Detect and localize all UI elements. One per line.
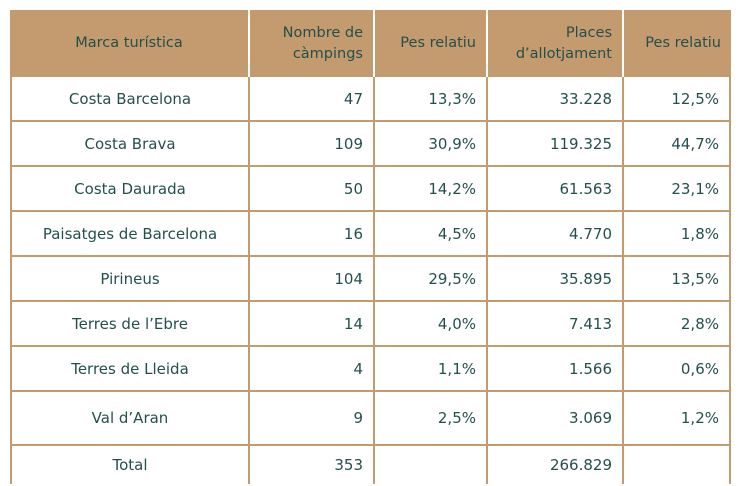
cell-brand: Costa Daurada bbox=[10, 167, 250, 212]
cell-campings-pct: 2,5% bbox=[375, 392, 488, 446]
cell-brand: Costa Brava bbox=[10, 122, 250, 167]
table-row: Costa Brava 109 30,9% 119.325 44,7% bbox=[10, 122, 731, 167]
cell-campings-pct: 30,9% bbox=[375, 122, 488, 167]
table-row: Terres de Lleida 4 1,1% 1.566 0,6% bbox=[10, 347, 731, 392]
table-row: Val d’Aran 9 2,5% 3.069 1,2% bbox=[10, 392, 731, 446]
cell-total-campings: 353 bbox=[250, 446, 375, 484]
cell-campings-pct: 14,2% bbox=[375, 167, 488, 212]
cell-places-pct: 12,5% bbox=[624, 77, 731, 122]
cell-campings-pct: 13,3% bbox=[375, 77, 488, 122]
cell-campings-pct: 1,1% bbox=[375, 347, 488, 392]
cell-brand: Val d’Aran bbox=[10, 392, 250, 446]
table-row: Costa Daurada 50 14,2% 61.563 23,1% bbox=[10, 167, 731, 212]
cell-campings: 14 bbox=[250, 302, 375, 347]
cell-campings-pct: 4,0% bbox=[375, 302, 488, 347]
table-total-row: Total 353 266.829 bbox=[10, 446, 731, 484]
cell-brand: Paisatges de Barcelona bbox=[10, 212, 250, 257]
cell-brand: Pirineus bbox=[10, 257, 250, 302]
cell-brand: Terres de l’Ebre bbox=[10, 302, 250, 347]
cell-total-places-pct bbox=[624, 446, 731, 484]
cell-campings: 109 bbox=[250, 122, 375, 167]
header-places: Places d’allotjament bbox=[488, 10, 624, 77]
cell-places-pct: 0,6% bbox=[624, 347, 731, 392]
cell-places: 61.563 bbox=[488, 167, 624, 212]
cell-campings: 4 bbox=[250, 347, 375, 392]
cell-campings: 16 bbox=[250, 212, 375, 257]
table-row: Pirineus 104 29,5% 35.895 13,5% bbox=[10, 257, 731, 302]
cell-places: 35.895 bbox=[488, 257, 624, 302]
header-campings-pct: Pes relatiu bbox=[375, 10, 488, 77]
cell-campings-pct: 29,5% bbox=[375, 257, 488, 302]
cell-places-pct: 1,8% bbox=[624, 212, 731, 257]
cell-total-campings-pct bbox=[375, 446, 488, 484]
cell-brand: Costa Barcelona bbox=[10, 77, 250, 122]
cell-places: 119.325 bbox=[488, 122, 624, 167]
cell-places: 33.228 bbox=[488, 77, 624, 122]
table-row: Costa Barcelona 47 13,3% 33.228 12,5% bbox=[10, 77, 731, 122]
cell-campings-pct: 4,5% bbox=[375, 212, 488, 257]
cell-places: 3.069 bbox=[488, 392, 624, 446]
cell-places-pct: 23,1% bbox=[624, 167, 731, 212]
cell-campings: 9 bbox=[250, 392, 375, 446]
table-row: Paisatges de Barcelona 16 4,5% 4.770 1,8% bbox=[10, 212, 731, 257]
header-brand: Marca turística bbox=[10, 10, 250, 77]
header-campings: Nombre de càmpings bbox=[250, 10, 375, 77]
cell-places: 7.413 bbox=[488, 302, 624, 347]
cell-campings: 47 bbox=[250, 77, 375, 122]
table-header-row: Marca turística Nombre de càmpings Pes re… bbox=[10, 10, 731, 77]
cell-places-pct: 44,7% bbox=[624, 122, 731, 167]
cell-total-places: 266.829 bbox=[488, 446, 624, 484]
cell-total-label: Total bbox=[10, 446, 250, 484]
cell-campings: 50 bbox=[250, 167, 375, 212]
header-places-pct: Pes relatiu bbox=[624, 10, 731, 77]
cell-campings: 104 bbox=[250, 257, 375, 302]
cell-places-pct: 13,5% bbox=[624, 257, 731, 302]
campings-table-container: Marca turística Nombre de càmpings Pes re… bbox=[10, 10, 731, 484]
cell-places-pct: 2,8% bbox=[624, 302, 731, 347]
cell-places: 4.770 bbox=[488, 212, 624, 257]
cell-brand: Terres de Lleida bbox=[10, 347, 250, 392]
cell-places: 1.566 bbox=[488, 347, 624, 392]
campings-table: Marca turística Nombre de càmpings Pes re… bbox=[10, 10, 731, 484]
cell-places-pct: 1,2% bbox=[624, 392, 731, 446]
table-row: Terres de l’Ebre 14 4,0% 7.413 2,8% bbox=[10, 302, 731, 347]
